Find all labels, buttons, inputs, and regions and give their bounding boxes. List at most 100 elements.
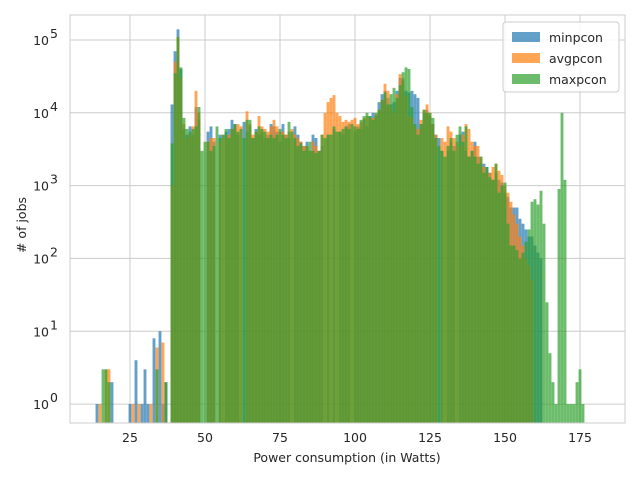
maxpcon-bar bbox=[332, 126, 336, 423]
maxpcon-bar bbox=[479, 156, 483, 423]
maxpcon-bar bbox=[410, 107, 414, 423]
maxpcon-bar bbox=[527, 229, 531, 423]
maxpcon-bar bbox=[521, 252, 525, 423]
maxpcon-bar bbox=[269, 134, 273, 423]
maxpcon-bar bbox=[335, 131, 339, 423]
y-tick-label: 10 bbox=[33, 324, 49, 339]
minpcon-bar bbox=[146, 404, 150, 423]
maxpcon-bar bbox=[392, 87, 396, 423]
maxpcon-bar bbox=[455, 134, 459, 423]
maxpcon-bar bbox=[302, 150, 306, 423]
maxpcon-bar bbox=[404, 67, 408, 423]
y-tick-label: 10 bbox=[33, 33, 49, 48]
maxpcon-bar bbox=[284, 138, 288, 424]
maxpcon-bar bbox=[533, 199, 537, 423]
maxpcon-bar bbox=[260, 128, 264, 423]
y-tick-label: 10 bbox=[33, 179, 49, 194]
maxpcon-bar bbox=[431, 117, 435, 424]
maxpcon-bar bbox=[182, 117, 186, 424]
maxpcon-bar bbox=[221, 134, 225, 423]
maxpcon-bar bbox=[239, 128, 243, 423]
maxpcon-bar bbox=[563, 179, 567, 423]
legend-swatch-maxpcon bbox=[512, 74, 540, 84]
minpcon-bar bbox=[152, 338, 156, 423]
maxpcon-bar bbox=[554, 404, 558, 423]
maxpcon-bar bbox=[425, 112, 429, 424]
maxpcon-bar bbox=[512, 245, 516, 423]
maxpcon-bar bbox=[173, 73, 177, 424]
maxpcon-bar bbox=[236, 131, 240, 423]
maxpcon-bar bbox=[566, 404, 570, 423]
maxpcon-bar bbox=[491, 179, 495, 423]
maxpcon-bar bbox=[275, 134, 279, 423]
maxpcon-bar bbox=[338, 131, 342, 423]
x-tick-label: 50 bbox=[197, 430, 213, 445]
maxpcon-bar bbox=[353, 126, 357, 423]
maxpcon-bar bbox=[344, 126, 348, 423]
maxpcon-bar bbox=[230, 128, 234, 423]
histogram-bars bbox=[95, 29, 585, 424]
maxpcon-bar bbox=[437, 145, 441, 424]
maxpcon-bar bbox=[419, 124, 423, 423]
maxpcon-bar bbox=[197, 107, 201, 423]
maxpcon-bar bbox=[215, 126, 219, 423]
maxpcon-bar bbox=[485, 167, 489, 423]
maxpcon-bar bbox=[290, 131, 294, 423]
maxpcon-bar bbox=[515, 250, 519, 423]
maxpcon-bar bbox=[329, 134, 333, 423]
maxpcon-bar bbox=[227, 138, 231, 424]
maxpcon-bar bbox=[500, 185, 504, 423]
y-tick-label: 10 bbox=[33, 397, 49, 412]
maxpcon-bar bbox=[497, 192, 501, 423]
legend: minpcon avgpcon maxpcon bbox=[502, 21, 620, 93]
legend-swatch-minpcon bbox=[512, 32, 540, 42]
maxpcon-bar bbox=[440, 150, 444, 423]
maxpcon-bar bbox=[242, 138, 246, 424]
maxpcon-bar bbox=[539, 190, 543, 423]
y-tick-exponent: 2 bbox=[50, 244, 58, 259]
maxpcon-bar bbox=[545, 302, 549, 423]
maxpcon-bar bbox=[155, 369, 159, 423]
maxpcon-bar bbox=[548, 353, 552, 423]
maxpcon-bar bbox=[386, 104, 390, 423]
x-tick-label: 175 bbox=[568, 430, 592, 445]
maxpcon-bar bbox=[209, 150, 213, 423]
maxpcon-bar bbox=[476, 163, 480, 423]
avgpcon-bar bbox=[161, 342, 165, 423]
avgpcon-bar bbox=[137, 404, 141, 423]
maxpcon-bar bbox=[494, 163, 498, 423]
maxpcon-bar bbox=[317, 150, 321, 423]
series-maxpcon bbox=[101, 36, 585, 424]
y-tick-label: 10 bbox=[33, 251, 49, 266]
maxpcon-bar bbox=[293, 138, 297, 424]
y-tick-exponent: 4 bbox=[50, 99, 58, 114]
x-axis-label: Power consumption (in Watts) bbox=[253, 450, 440, 465]
maxpcon-bar bbox=[503, 182, 507, 423]
maxpcon-bar bbox=[218, 138, 222, 424]
maxpcon-bar bbox=[467, 156, 471, 423]
maxpcon-bar bbox=[395, 97, 399, 423]
maxpcon-bar bbox=[266, 138, 270, 424]
maxpcon-bar bbox=[416, 134, 420, 423]
maxpcon-bar bbox=[356, 128, 360, 423]
maxpcon-bar bbox=[191, 128, 195, 423]
maxpcon-bar bbox=[320, 134, 324, 423]
minpcon-bar bbox=[128, 404, 132, 423]
maxpcon-bar bbox=[359, 119, 363, 424]
legend-label-maxpcon: maxpcon bbox=[549, 72, 607, 87]
avgpcon-bar bbox=[149, 404, 153, 423]
maxpcon-bar bbox=[374, 112, 378, 424]
maxpcon-bar bbox=[470, 150, 474, 423]
x-tick-label: 25 bbox=[122, 430, 138, 445]
x-tick-label: 100 bbox=[343, 430, 367, 445]
maxpcon-bar bbox=[248, 119, 252, 424]
maxpcon-bar bbox=[101, 369, 105, 423]
avgpcon-bar bbox=[98, 404, 102, 423]
y-tick-label: 10 bbox=[33, 106, 49, 121]
x-tick-label: 75 bbox=[272, 430, 288, 445]
maxpcon-bar bbox=[524, 241, 528, 423]
maxpcon-bar bbox=[251, 138, 255, 424]
y-tick-exponent: 5 bbox=[50, 26, 58, 41]
maxpcon-bar bbox=[107, 382, 111, 423]
